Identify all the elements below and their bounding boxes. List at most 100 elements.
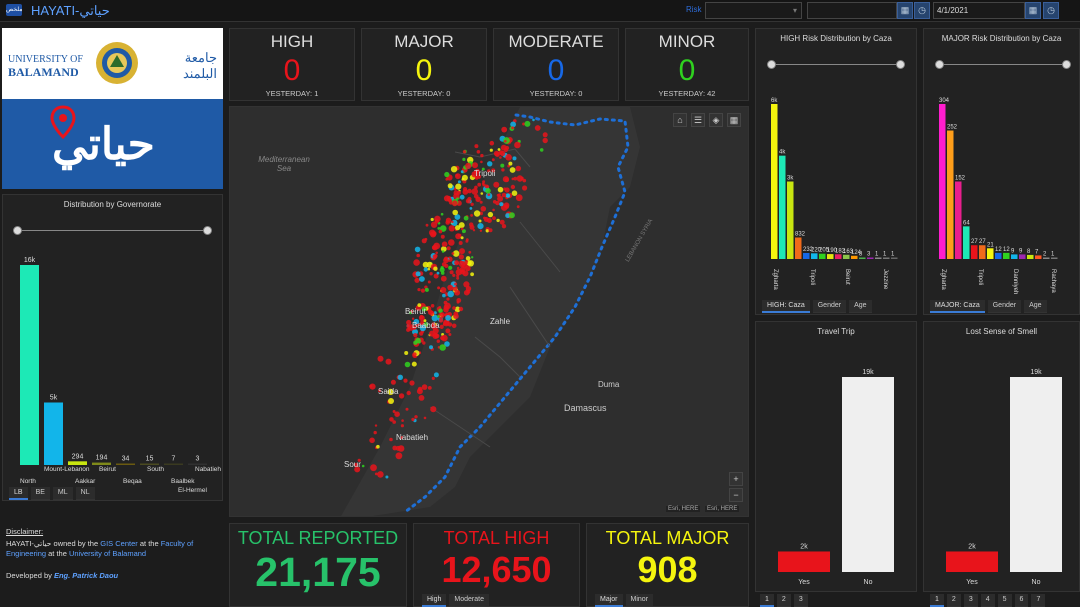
caza-bar[interactable] [1003, 252, 1010, 259]
map-point[interactable] [406, 390, 411, 396]
map-point[interactable] [520, 176, 524, 181]
map-point[interactable] [445, 220, 450, 225]
map-point[interactable] [370, 464, 377, 472]
risk-map[interactable] [230, 107, 749, 517]
map-point[interactable] [469, 222, 474, 227]
map-point[interactable] [440, 212, 444, 216]
map-point[interactable] [438, 318, 444, 323]
map-point[interactable] [415, 271, 421, 277]
map-point[interactable] [480, 192, 484, 195]
map-point[interactable] [496, 218, 500, 223]
map-panel[interactable]: Mediterranean Sea Tripoli Beirut Baabda … [229, 106, 749, 517]
map-point[interactable] [500, 163, 505, 168]
developer-link[interactable]: Eng. Patrick Daou [53, 571, 119, 580]
map-point[interactable] [405, 407, 409, 411]
map-point[interactable] [454, 306, 461, 313]
map-point[interactable] [465, 162, 472, 169]
map-point[interactable] [470, 214, 473, 217]
map-point[interactable] [455, 268, 463, 276]
map-point[interactable] [420, 288, 425, 293]
map-point[interactable] [388, 398, 394, 404]
start-date-input[interactable] [807, 2, 897, 19]
map-point[interactable] [462, 157, 466, 161]
map-point[interactable] [427, 386, 432, 390]
map-point[interactable] [522, 178, 527, 183]
map-point[interactable] [374, 472, 378, 476]
map-point[interactable] [421, 384, 428, 390]
map-point[interactable] [491, 158, 495, 162]
map-point[interactable] [448, 265, 453, 270]
map-point[interactable] [542, 137, 548, 144]
map-point[interactable] [444, 263, 449, 268]
map-point[interactable] [480, 153, 484, 158]
map-point[interactable] [438, 306, 442, 309]
governorate-bar[interactable] [116, 463, 135, 466]
map-point[interactable] [419, 331, 424, 336]
caza-bar[interactable] [1011, 254, 1018, 259]
map-point[interactable] [505, 193, 510, 198]
caza-bar[interactable] [819, 253, 826, 259]
map-point[interactable] [414, 246, 421, 253]
governorate-bar[interactable] [92, 462, 111, 465]
map-point[interactable] [450, 166, 458, 173]
map-point[interactable] [441, 241, 448, 247]
caza-bar[interactable] [979, 245, 986, 259]
map-point[interactable] [463, 281, 470, 288]
map-point[interactable] [406, 319, 412, 326]
map-point[interactable] [497, 148, 501, 151]
map-point[interactable] [467, 260, 474, 267]
map-point[interactable] [479, 200, 483, 204]
map-point[interactable] [508, 212, 515, 219]
map-point[interactable] [417, 288, 421, 292]
map-point[interactable] [397, 374, 403, 380]
map-point[interactable] [451, 200, 458, 207]
caza-bar[interactable] [827, 254, 834, 259]
map-point[interactable] [448, 225, 455, 232]
map-point[interactable] [403, 378, 408, 383]
page-tab[interactable]: 5 [997, 594, 1012, 607]
page-tab[interactable]: 1 [760, 594, 774, 607]
map-point[interactable] [484, 217, 487, 220]
map-point[interactable] [510, 184, 516, 190]
map-point[interactable] [443, 300, 448, 305]
caza-bar[interactable] [971, 245, 978, 259]
map-point[interactable] [471, 256, 474, 259]
tab-major-caza[interactable]: MAJOR: Caza [930, 300, 985, 313]
caza-bar[interactable] [779, 155, 786, 259]
map-point[interactable] [465, 198, 471, 204]
map-point[interactable] [472, 229, 476, 232]
map-point[interactable] [516, 175, 524, 182]
map-point[interactable] [423, 267, 428, 272]
map-point[interactable] [446, 246, 451, 251]
map-point[interactable] [492, 216, 496, 220]
caza-bar[interactable] [835, 254, 842, 259]
map-point[interactable] [497, 186, 504, 193]
map-point[interactable] [443, 307, 449, 313]
map-point[interactable] [522, 122, 526, 126]
map-point[interactable] [464, 260, 469, 265]
map-point[interactable] [465, 239, 469, 243]
map-point[interactable] [376, 444, 380, 449]
map-point[interactable] [447, 290, 454, 298]
map-point[interactable] [474, 144, 479, 149]
caza-bar[interactable] [875, 257, 882, 260]
governorate-bar[interactable] [164, 463, 183, 466]
map-point[interactable] [447, 197, 452, 203]
calendar-icon[interactable]: ▦ [897, 2, 913, 19]
map-point[interactable] [499, 150, 506, 157]
map-point[interactable] [465, 256, 471, 261]
map-point[interactable] [470, 272, 474, 277]
caza-bar[interactable] [1051, 257, 1058, 260]
page-tab[interactable]: 2 [946, 594, 961, 607]
map-point[interactable] [486, 218, 492, 223]
map-point[interactable] [456, 300, 460, 304]
map-point[interactable] [431, 322, 436, 326]
map-point[interactable] [462, 189, 469, 195]
map-point[interactable] [456, 197, 459, 200]
map-point[interactable] [411, 417, 415, 422]
caza-bar[interactable] [843, 254, 850, 259]
tab-high-caza[interactable]: HIGH: Caza [762, 300, 810, 313]
map-point[interactable] [487, 169, 491, 173]
map-point[interactable] [501, 224, 507, 229]
map-point[interactable] [493, 150, 500, 157]
